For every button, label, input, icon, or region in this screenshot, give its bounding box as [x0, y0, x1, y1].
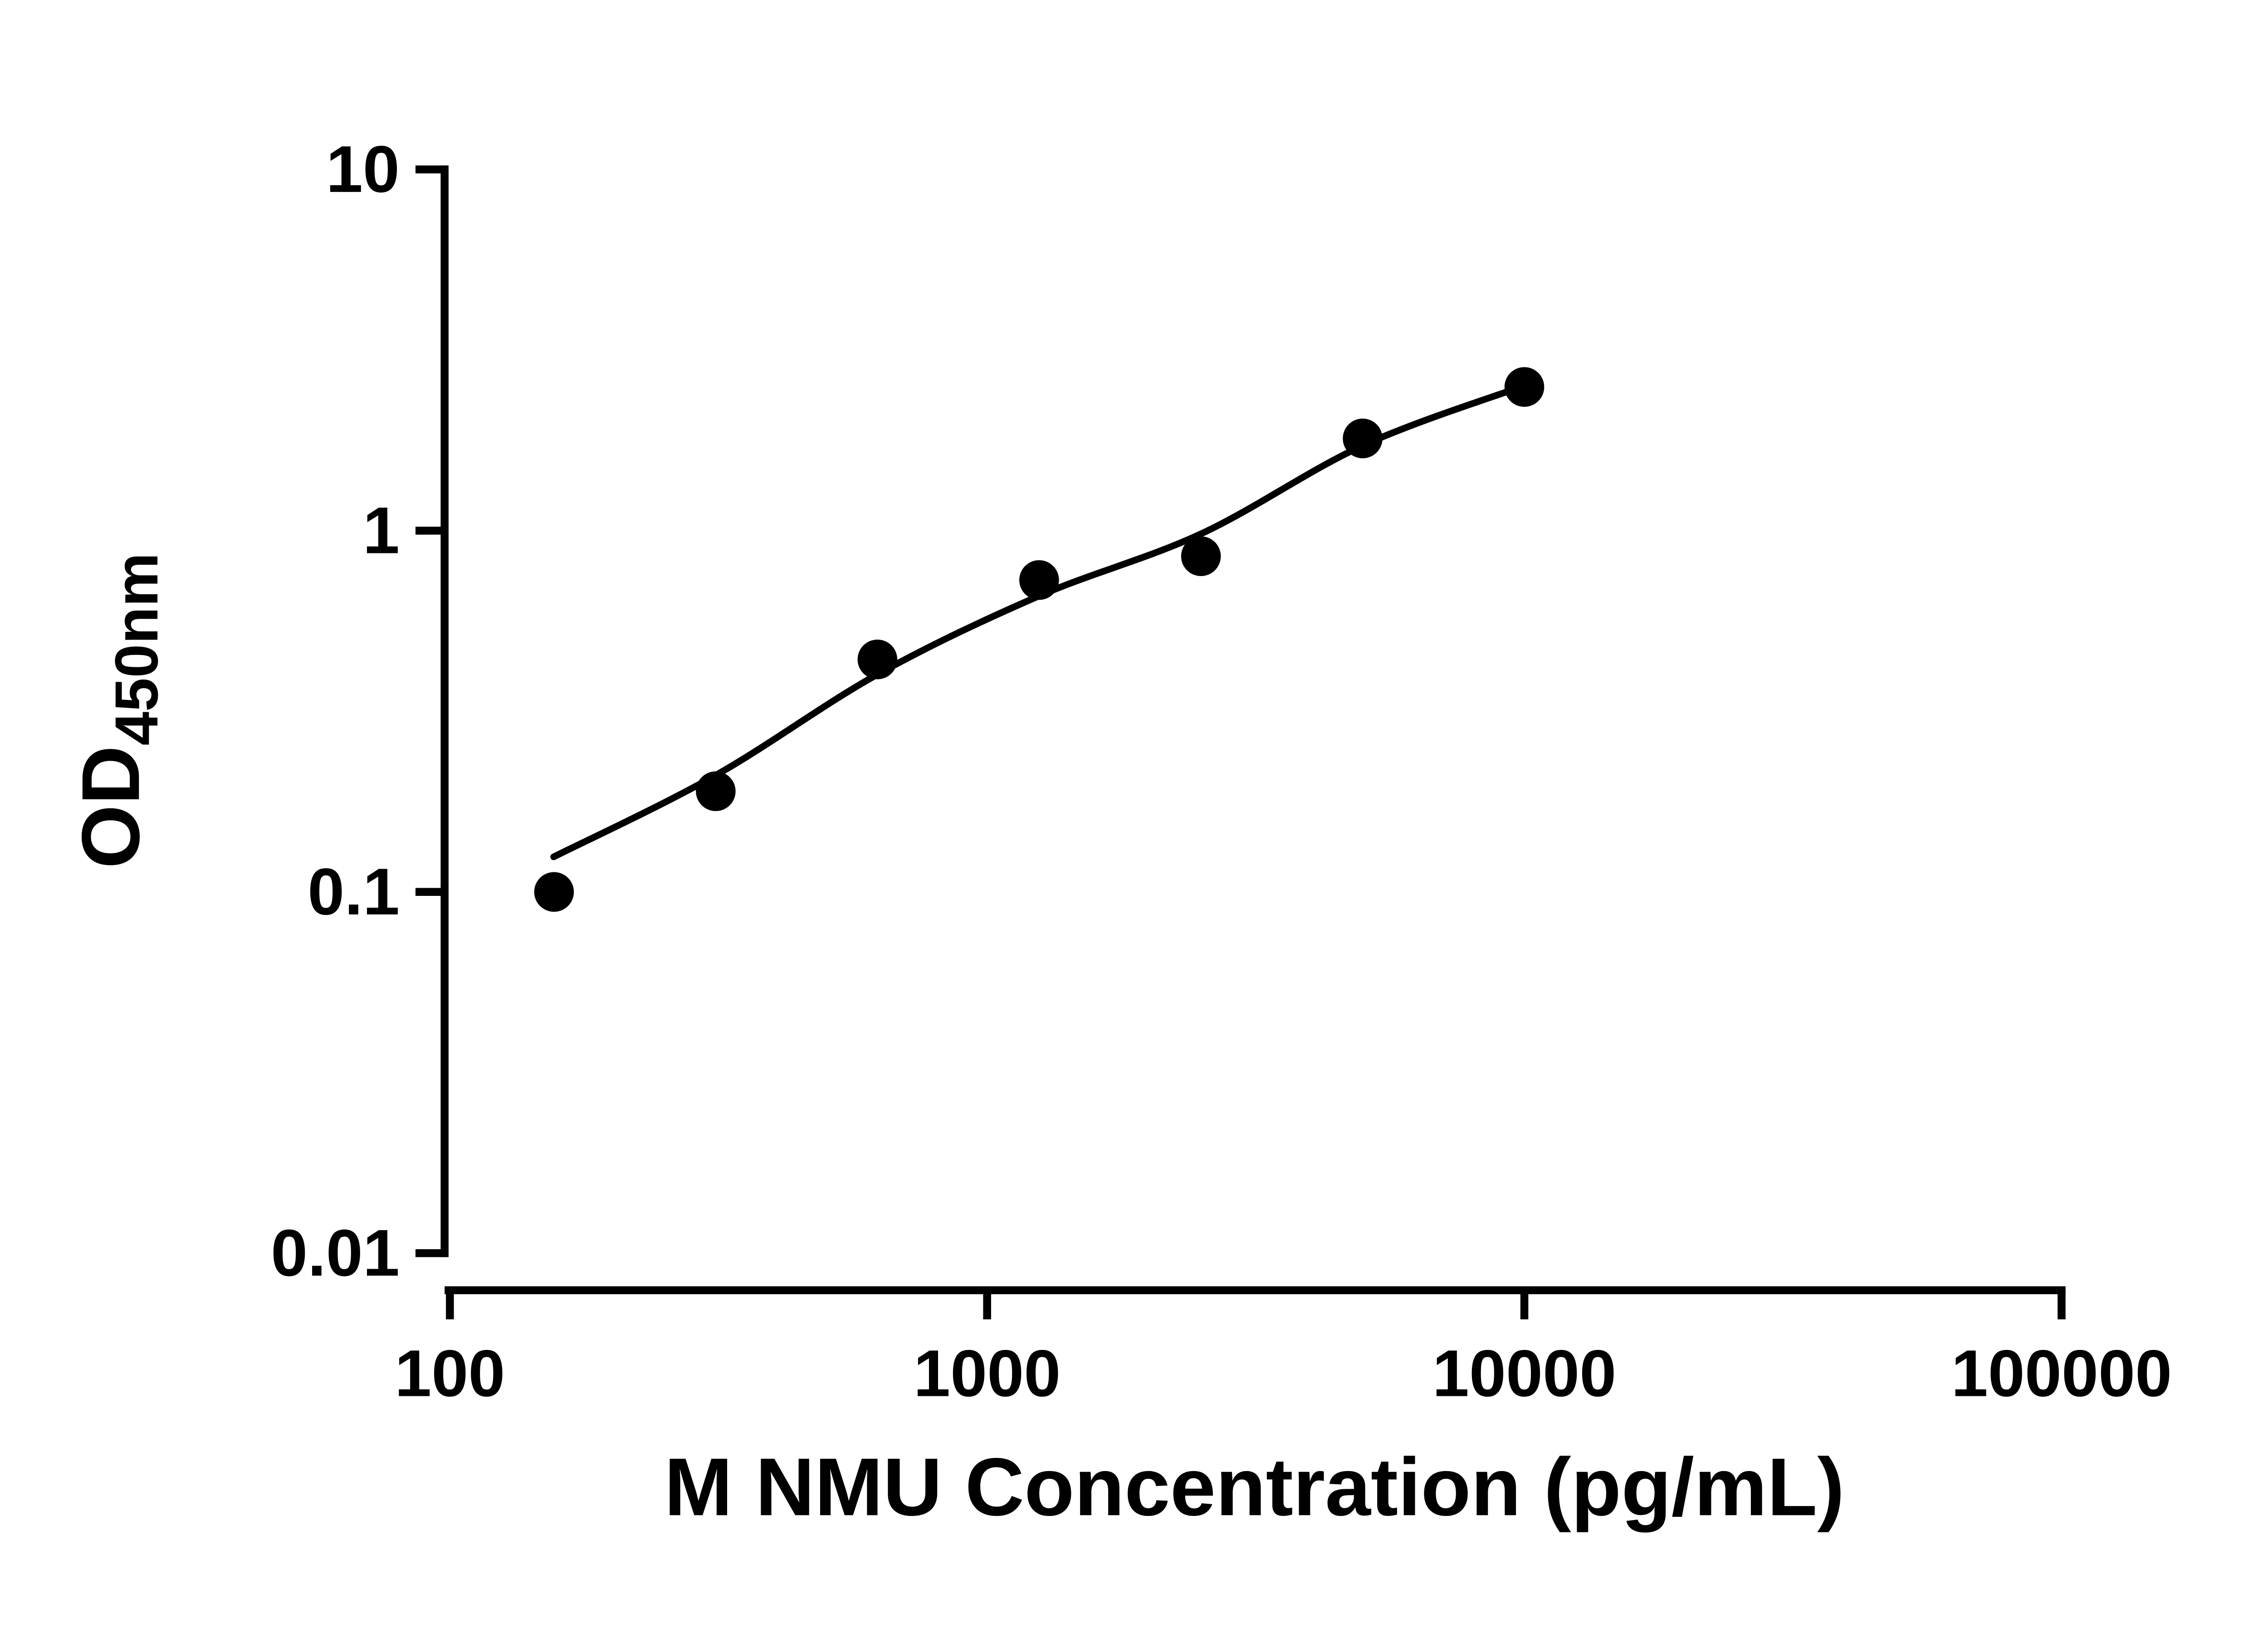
- data-point: [696, 771, 736, 812]
- y-axis-title: OD450nm: [65, 552, 171, 868]
- x-tick-label: 1000: [914, 1336, 1061, 1410]
- y-tick-label: 0.1: [308, 855, 400, 929]
- data-point: [857, 639, 898, 680]
- data-point: [1019, 560, 1059, 600]
- data-point: [534, 872, 574, 912]
- plot-area: [534, 367, 1545, 912]
- y-axis-title-main: OD: [65, 746, 156, 869]
- x-tick-label: 100000: [1951, 1336, 2172, 1410]
- x-tick-label: 100: [395, 1336, 505, 1410]
- data-point: [1181, 536, 1221, 576]
- data-point: [1504, 367, 1545, 407]
- y-tick-label: 1: [363, 493, 400, 567]
- x-tick-label: 10000: [1432, 1336, 1617, 1410]
- axes: 0.01 0.1 1 10 100 1000 10000 100000: [271, 132, 2172, 1410]
- y-axis-title-subscript: 450nm: [103, 552, 171, 745]
- y-tick-label: 0.01: [271, 1216, 400, 1290]
- x-axis-title: M NMU Concentration (pg/mL): [664, 1441, 1844, 1533]
- y-tick-label: 10: [326, 132, 400, 206]
- data-point: [1343, 418, 1383, 459]
